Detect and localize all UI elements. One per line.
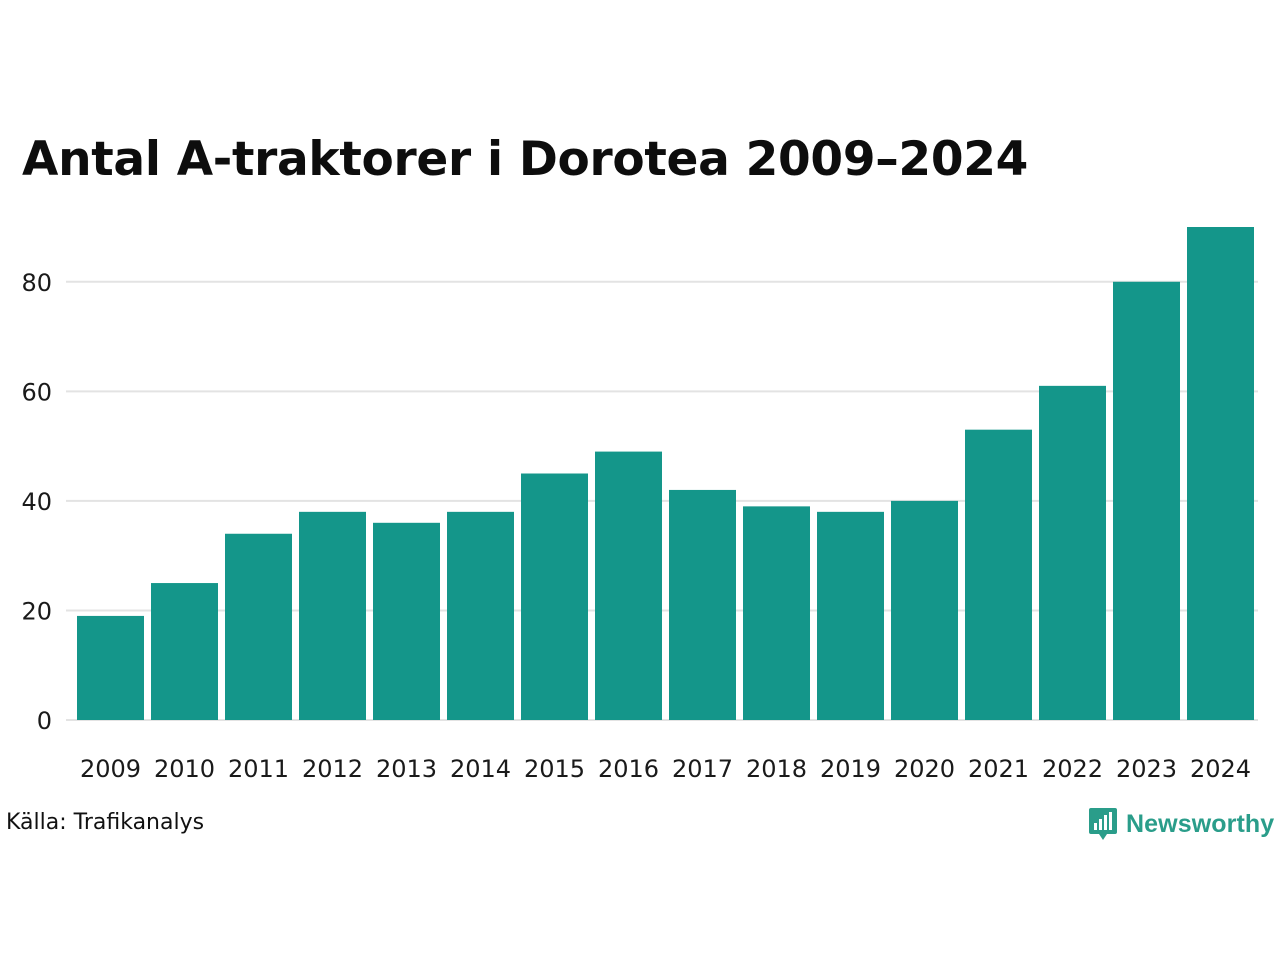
x-tick-label: 2020: [894, 755, 955, 783]
bar-2020: [891, 500, 958, 720]
chart-title: Antal A-traktorer i Dorotea 2009–2024: [22, 132, 1029, 187]
bar-2023: [1113, 281, 1180, 720]
x-tick-label: 2016: [598, 755, 659, 783]
x-tick-label: 2015: [524, 755, 585, 783]
x-tick-label: 2021: [968, 755, 1029, 783]
x-tick-label: 2009: [80, 755, 141, 783]
y-tick-label: 60: [21, 378, 52, 406]
bar-2021: [965, 429, 1032, 720]
y-tick-label: 40: [21, 488, 52, 516]
x-tick-label: 2017: [672, 755, 733, 783]
y-tick-label: 80: [21, 269, 52, 297]
source-note: Källa: Trafikanalys: [6, 810, 205, 835]
x-axis-tick-labels: 2009 2010 2011 2012 2013 2014 2015 2016 2017 2018…: [80, 755, 1251, 783]
bar-2014: [447, 511, 514, 720]
x-tick-label: 2011: [228, 755, 289, 783]
x-tick-label: 2014: [450, 755, 511, 783]
bar-2015: [521, 473, 588, 720]
bar-2011: [225, 533, 292, 720]
x-tick-label: 2012: [302, 755, 363, 783]
bar-chart-speech-bubble-icon: [1089, 808, 1117, 840]
bar-2022: [1039, 385, 1106, 720]
bar-2016: [595, 451, 662, 720]
bars: [77, 227, 1254, 720]
bar-2009: [77, 615, 144, 720]
bar-2018: [743, 506, 810, 720]
brand-logo: Newsworthy: [1088, 804, 1274, 844]
x-tick-label: 2024: [1190, 755, 1251, 783]
bar-2017: [669, 489, 736, 720]
bar-2012: [299, 511, 366, 720]
bar-2019: [817, 511, 884, 720]
x-tick-label: 2019: [820, 755, 881, 783]
x-tick-label: 2010: [154, 755, 215, 783]
x-tick-label: 2018: [746, 755, 807, 783]
bar-2013: [373, 522, 440, 720]
bar-2024: [1187, 227, 1254, 720]
brand-name: Newsworthy: [1126, 809, 1275, 838]
x-tick-label: 2023: [1116, 755, 1177, 783]
y-tick-label: 20: [21, 597, 52, 625]
y-axis-tick-labels: 0 20 40 60 80: [21, 269, 52, 735]
x-tick-label: 2022: [1042, 755, 1103, 783]
x-tick-label: 2013: [376, 755, 437, 783]
bar-2010: [151, 583, 218, 720]
y-tick-label: 0: [37, 707, 52, 735]
